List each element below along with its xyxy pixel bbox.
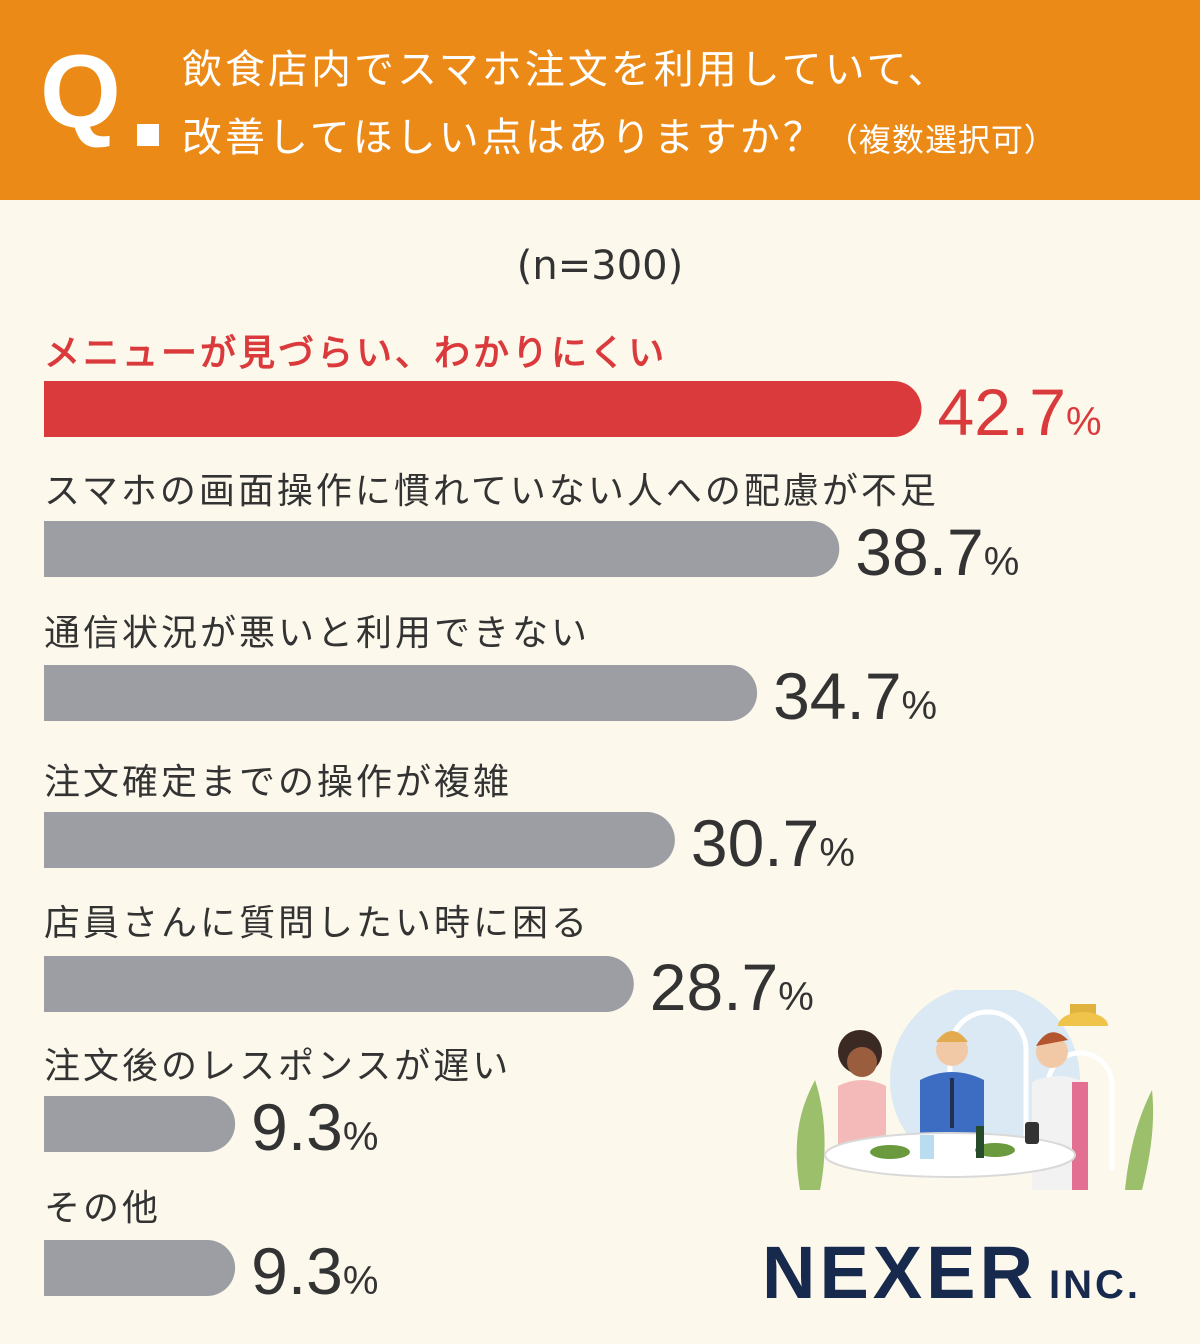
question-line-2: 改善してほしい点はありますか？（複数選択可）	[182, 118, 1057, 158]
question-line-1: 飲食店内でスマホ注文を利用していて、	[182, 47, 951, 93]
bar	[44, 812, 675, 869]
question-header: Q 飲食店内でスマホ注文を利用していて、 改善してほしい点はありますか？（複数選…	[0, 0, 1200, 200]
bar	[44, 1096, 236, 1152]
value-label: 28.7%	[650, 950, 814, 1024]
category-label: 注文後のレスポンスが遅い	[44, 1046, 511, 1087]
q-mark: Q	[40, 34, 121, 150]
bar	[44, 1240, 236, 1296]
bar	[44, 381, 922, 437]
nexer-logo: NEXER INC.	[762, 1236, 1141, 1310]
category-label: その他	[44, 1188, 161, 1229]
restaurant-illustration	[796, 990, 1154, 1190]
logo-name: NEXER	[762, 1231, 1037, 1314]
value-label: 38.7%	[855, 515, 1019, 589]
value-label: 9.3%	[251, 1234, 378, 1308]
category-label: 注文確定までの操作が複雑	[44, 762, 512, 803]
question-line-2-text: 改善してほしい点はありますか？	[182, 115, 826, 161]
bar	[44, 521, 840, 577]
bar	[44, 956, 634, 1013]
value-label: 42.7%	[937, 375, 1101, 449]
question-note: （複数選択可）	[825, 121, 1057, 159]
category-label: スマホの画面操作に慣れていない人への配慮が不足	[44, 471, 939, 512]
category-label: メニューが見づらい、わかりにくい	[44, 333, 667, 374]
q-dot	[137, 124, 159, 146]
value-label: 34.7%	[773, 659, 937, 733]
value-label: 30.7%	[691, 806, 855, 880]
sample-size: (n=300)	[516, 243, 684, 289]
logo-suffix: INC.	[1048, 1263, 1141, 1307]
category-label: 店員さんに質問したい時に困る	[44, 903, 590, 944]
value-label: 9.3%	[251, 1090, 378, 1164]
category-label: 通信状況が悪いと利用できない	[44, 613, 590, 654]
bar	[44, 665, 758, 721]
